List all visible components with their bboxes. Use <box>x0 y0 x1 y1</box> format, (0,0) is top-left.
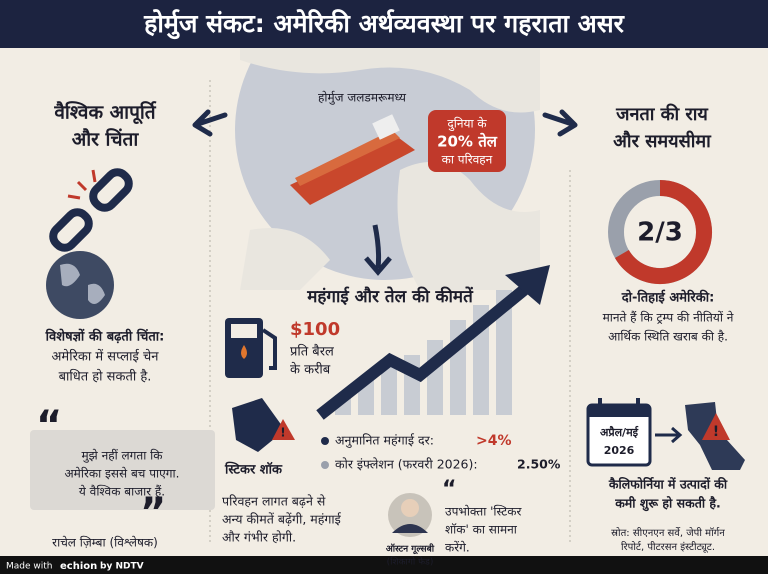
trend-arrow <box>316 280 534 420</box>
section-heading: और समयसीमा <box>613 130 712 152</box>
expert-quote: करेंगे. <box>445 541 470 555</box>
section-heading: वैश्विक आपूर्ति <box>53 101 157 125</box>
stat-value: 2.50% <box>517 457 561 472</box>
quote-text: मुझे नहीं लगता कि <box>82 449 164 464</box>
section-heading: और चिंता <box>72 128 140 151</box>
expert-quote: शॉक' का सामना <box>445 523 518 537</box>
warning-mark: ! <box>713 424 719 440</box>
stat-value: >4% <box>476 433 512 449</box>
quote-text: ये वैश्विक बाजार हैं. <box>79 485 165 499</box>
fuel-pump-icon <box>225 318 277 378</box>
map-label: होर्मुज जलडमरूमध्य <box>318 91 407 106</box>
price-text: के करीब <box>290 362 331 378</box>
expert-suit <box>392 524 428 533</box>
bullet <box>321 461 329 469</box>
section-heading: जनता की राय <box>615 103 709 125</box>
footer-bar <box>0 556 768 574</box>
date-text: 2026 <box>604 444 635 457</box>
quote-mark: “ <box>442 477 456 502</box>
source-text: स्रोत: सीएनएन सर्वे, जेपी मॉर्गन <box>611 527 725 539</box>
opinion-text: आर्थिक स्थिति खराब की है. <box>608 330 728 344</box>
sticker-shock-icon: ! <box>232 398 295 452</box>
concern-title: विशेषज्ञों की बढ़ती चिंता: <box>45 328 165 345</box>
warning-icon <box>702 413 730 440</box>
quote-box <box>30 430 215 510</box>
globe-icon <box>46 251 114 319</box>
quote-mark: “ <box>36 403 62 449</box>
footer-text: Made with <box>6 562 53 572</box>
concern-text: अमेरिका में सप्लाई चेन <box>52 349 160 365</box>
source-text: रिपोर्ट, पीटरसन इंस्टीट्यूट. <box>621 541 715 553</box>
header-bar <box>0 0 768 48</box>
stat-label: कोर इंफ्लेशन (फरवरी 2026): <box>335 457 478 472</box>
bullet <box>321 437 329 445</box>
donut-label: 2/3 <box>637 218 683 248</box>
globe-land <box>60 263 105 304</box>
transport-text: और गंभीर होगी. <box>222 530 296 545</box>
oil-price: $100 <box>290 319 340 340</box>
section-heading: महंगाई और तेल की कीमतें <box>306 286 474 307</box>
quote-text: अमेरिका इससे बच पाएगा. <box>65 467 180 481</box>
transport-text: परिवहन लागत बढ़ने से <box>222 494 326 509</box>
price-text: प्रति बैरल <box>290 344 334 360</box>
callout-text: का परिवहन <box>442 153 493 167</box>
trend-graphic <box>335 290 512 415</box>
broken-chain-icon <box>49 168 133 252</box>
arrow <box>364 224 392 276</box>
quote-mark: ” <box>140 490 166 536</box>
donut-arc <box>614 180 712 284</box>
transport-text: अन्य कीमतें बढ़ेंगी, महंगाई <box>222 512 342 527</box>
calendar-icon <box>586 398 652 467</box>
quote-author: राचेल ज़िम्बा (विश्लेषक) <box>52 536 158 550</box>
svg-text:!: ! <box>280 426 285 440</box>
arrow <box>192 109 228 137</box>
expert-quote: उपभोक्ता 'स्टिकर <box>445 505 522 519</box>
expert-face <box>401 499 419 517</box>
arrow <box>655 426 683 444</box>
california-text: कमी शुरू हो सकती है. <box>614 496 721 512</box>
callout-text: 20% तेल <box>437 133 498 151</box>
concern-text: बाधित हो सकती है. <box>59 369 152 385</box>
title: होर्मुज संकट: अमेरिकी अर्थव्यवस्था पर गह… <box>143 9 625 40</box>
stat-label: अनुमानित महंगाई दर: <box>335 433 434 449</box>
arrow <box>542 109 578 137</box>
expert-name: ऑस्टन गूल्सबी <box>386 543 435 555</box>
expert-org: (शिकागो फेड) <box>387 556 434 568</box>
opinion-text: मानते हैं कि ट्रम्प की नीतियों ने <box>603 311 734 325</box>
footer-text: by NDTV <box>100 562 144 572</box>
opinion-title: दो-तिहाई अमेरिकी: <box>621 290 715 306</box>
sticker-label: स्टिकर शॉक <box>224 462 283 478</box>
date-text: अप्रैल/मई <box>600 425 639 439</box>
california-text: कैलिफोर्निया में उत्पादों की <box>608 477 728 492</box>
trend-arrow-head <box>505 265 550 305</box>
footer-brand: echion <box>60 561 97 572</box>
callout-text: दुनिया के <box>447 117 487 132</box>
ship-icon <box>290 114 415 205</box>
callout-box <box>428 110 506 172</box>
